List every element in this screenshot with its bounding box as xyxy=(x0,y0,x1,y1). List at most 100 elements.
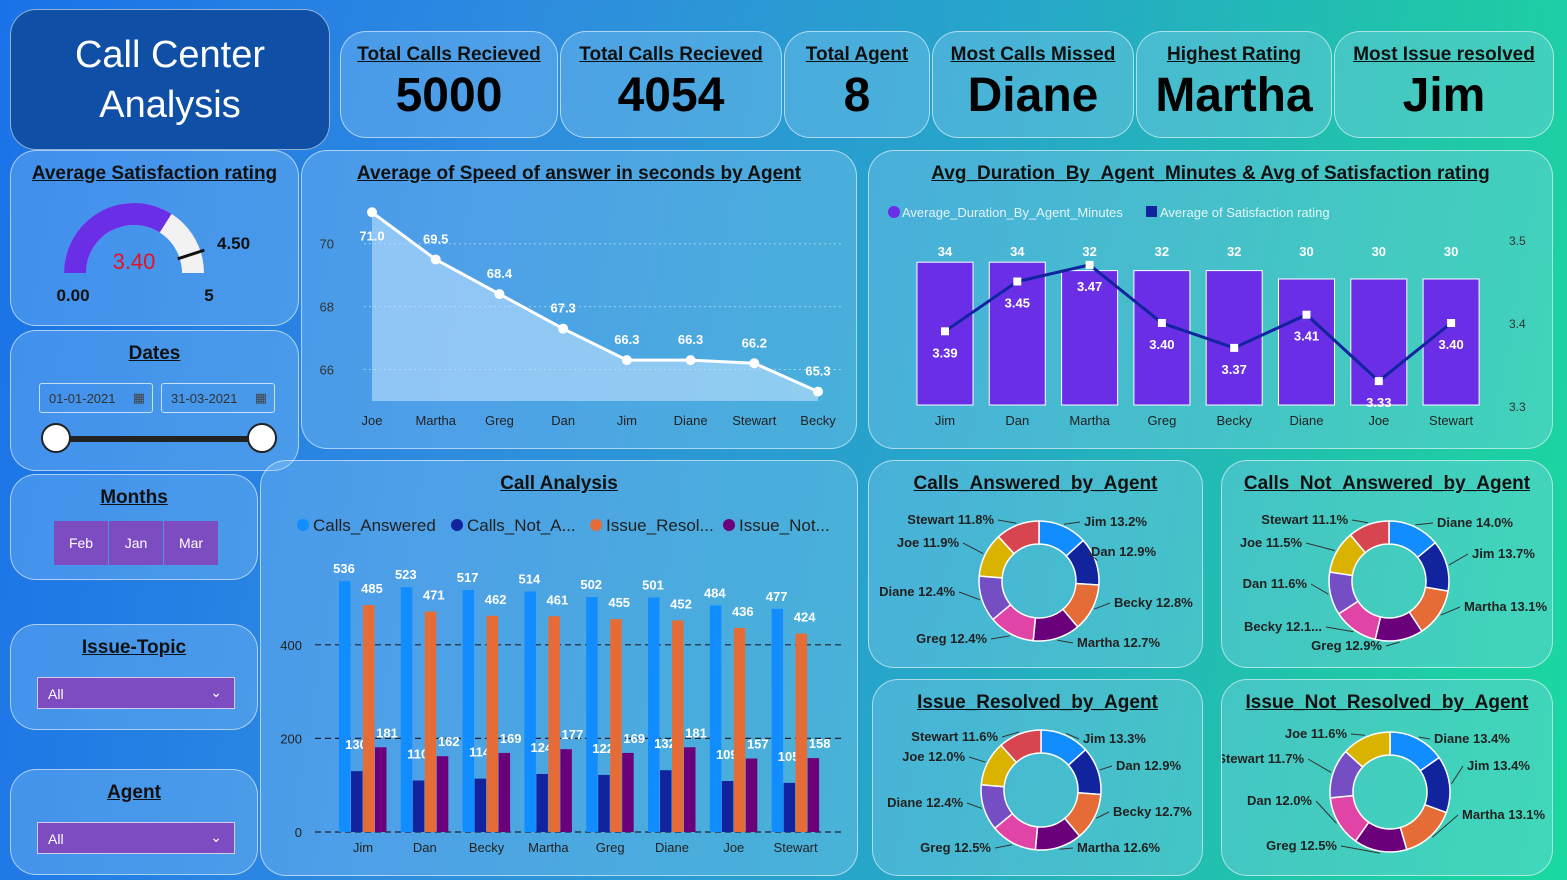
satisfaction-point xyxy=(1230,343,1239,352)
bar-value-label: 436 xyxy=(732,604,754,619)
legend-label: Issue_Resol... xyxy=(606,516,714,535)
bar xyxy=(660,770,672,832)
leader-line xyxy=(1305,542,1336,552)
bar xyxy=(745,758,758,832)
donut-slice xyxy=(999,729,1042,764)
bar-value-label: 181 xyxy=(376,725,398,740)
bar-value-label: 34 xyxy=(938,244,953,259)
kpi-calls-answered: Total Calls Recieved 4054 xyxy=(560,31,782,138)
data-point xyxy=(367,207,377,218)
issue-topic-dropdown[interactable]: All ⌄ xyxy=(37,677,235,709)
bar-value-label: 32 xyxy=(1227,244,1241,259)
slice-label: Martha 12.6% xyxy=(1077,840,1161,855)
leader-line xyxy=(1001,731,1020,738)
slice-label: Stewart 11.7% xyxy=(1222,751,1304,766)
legend-marker xyxy=(723,519,735,531)
leader-line xyxy=(997,519,1017,524)
slice-label: Joe 11.5% xyxy=(1240,535,1303,550)
start-date-input[interactable]: 01-01-2021 ▦ xyxy=(39,383,153,413)
calendar-icon[interactable]: ▦ xyxy=(132,390,145,405)
bar-value-label: 484 xyxy=(704,585,726,600)
leader-line xyxy=(1086,551,1098,561)
x-tick-label: Greg xyxy=(596,840,625,855)
date-range-slider-track[interactable] xyxy=(59,436,269,442)
month-button-jan[interactable]: Jan xyxy=(109,521,163,565)
month-button-feb[interactable]: Feb xyxy=(54,521,108,565)
legend-label: Calls_Answered xyxy=(313,516,436,535)
bar xyxy=(807,758,820,832)
x-tick-label: Stewart xyxy=(1429,413,1473,428)
legend-label: Average of Satisfaction rating xyxy=(1160,205,1330,220)
bar-value-label: 471 xyxy=(423,588,445,603)
y-tick-label: 68 xyxy=(320,300,334,315)
bar-value-label: 462 xyxy=(485,592,507,607)
kpi-label: Total Agent xyxy=(805,44,909,65)
leader-line xyxy=(1063,521,1081,525)
kpi-value: Jim xyxy=(1402,69,1486,122)
legend-marker xyxy=(590,519,602,531)
slice-label: Martha 12.7% xyxy=(1077,635,1161,650)
series-line xyxy=(371,211,819,393)
data-label: 66.3 xyxy=(614,332,639,347)
kpi-label: Total Calls Recieved xyxy=(579,44,763,65)
data-label: 65.3 xyxy=(805,364,830,379)
duration-bar xyxy=(988,261,1046,406)
x-tick-label: Diane xyxy=(655,840,689,855)
y2-tick-label: 3.4 xyxy=(1509,317,1526,331)
x-tick-label: Martha xyxy=(415,413,456,428)
bar-value-label: 514 xyxy=(519,571,541,586)
x-tick-label: Diane xyxy=(674,413,708,428)
kpi-value: 5000 xyxy=(395,69,503,122)
x-tick-label: Jim xyxy=(617,413,637,428)
leader-line xyxy=(1065,732,1080,740)
kpi-total-calls: Total Calls Recieved 5000 xyxy=(340,31,558,138)
leader-line xyxy=(994,844,1013,849)
donut-slice xyxy=(1344,731,1391,769)
chevron-down-icon[interactable]: ⌄ xyxy=(210,684,222,700)
data-label: 66.2 xyxy=(742,335,767,350)
agent-selected: All xyxy=(48,831,64,847)
issue-not-resolved-donut: Diane 13.4% Jim 13.4% Martha 13.1% Greg 12.… xyxy=(1222,726,1546,854)
kpi-value: 4054 xyxy=(617,69,725,122)
agent-dropdown[interactable]: All ⌄ xyxy=(37,822,235,854)
duration-satisfaction-chart-card: Avg_Duration_By_Agent_Minutes & Avg of S… xyxy=(868,150,1553,449)
agent-slicer-card: Agent All ⌄ xyxy=(10,769,258,875)
x-tick-label: Joe xyxy=(362,413,383,428)
date-range-end-handle[interactable] xyxy=(247,423,277,453)
date-range-start-handle[interactable] xyxy=(41,423,71,453)
data-point xyxy=(749,358,760,369)
issue-topic-title: Issue-Topic xyxy=(81,637,187,658)
kpi-most-issue-resolved: Most Issue resolved Jim xyxy=(1334,31,1554,138)
slice-label: Jim 13.4% xyxy=(1467,758,1530,773)
gauge-target-label: 4.50 xyxy=(217,234,250,253)
data-point xyxy=(494,289,505,300)
leader-line xyxy=(1057,639,1074,644)
end-date-input[interactable]: 31-03-2021 ▦ xyxy=(161,383,275,413)
month-button-mar[interactable]: Mar xyxy=(164,521,218,565)
bar-value-label: 124 xyxy=(531,740,553,755)
duration-bar xyxy=(1133,270,1191,406)
bar xyxy=(610,619,622,832)
data-point xyxy=(430,254,441,265)
leader-line xyxy=(1099,765,1113,771)
bar xyxy=(672,620,684,832)
slice-label: Diane 14.0% xyxy=(1437,515,1513,530)
gauge-min-label: 0.00 xyxy=(56,286,89,305)
calendar-icon[interactable]: ▦ xyxy=(254,390,267,405)
data-point xyxy=(558,323,569,334)
slice-label: Dan 12.0% xyxy=(1247,793,1312,808)
leader-line xyxy=(1094,602,1111,610)
bar-value-label: 536 xyxy=(333,561,355,576)
bar-value-label: 105 xyxy=(778,749,800,764)
chevron-down-icon[interactable]: ⌄ xyxy=(210,829,222,845)
leader-line xyxy=(968,756,986,763)
speed-of-answer-chart: 70 68 66 71.0 Joe 69.5 Martha 68.4 Greg 67.3 Dan 66… xyxy=(320,207,842,428)
x-tick-label: Joe xyxy=(1368,413,1389,428)
kpi-total-agent: Total Agent 8 xyxy=(784,31,930,138)
legend-marker xyxy=(1146,206,1157,217)
slice-label: Jim 13.3% xyxy=(1083,731,1146,746)
leader-line xyxy=(1432,814,1459,838)
calls-answered-donut-card: Calls_Answered_by_Agent Jim 13.2% Dan 12.… xyxy=(868,460,1203,668)
data-label: 69.5 xyxy=(423,231,448,246)
satisfaction-point xyxy=(941,327,949,336)
